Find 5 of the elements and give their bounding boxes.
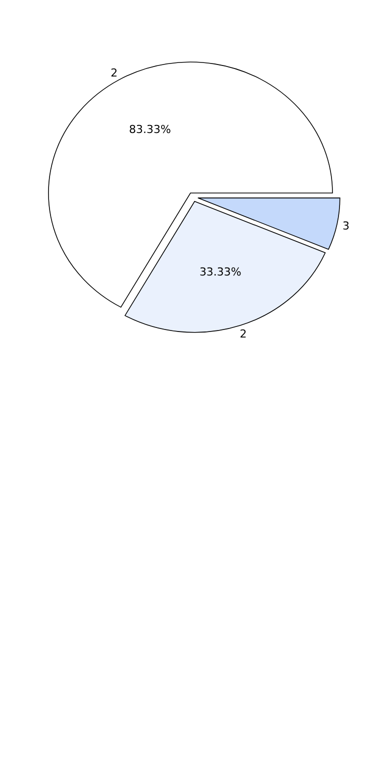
data-label: 83.33% xyxy=(129,123,171,136)
data-label: 33.33% xyxy=(199,265,242,278)
slice-label: 2 xyxy=(240,327,247,340)
slice-label: 2 xyxy=(110,66,118,80)
slice-label: 3 xyxy=(342,220,350,233)
